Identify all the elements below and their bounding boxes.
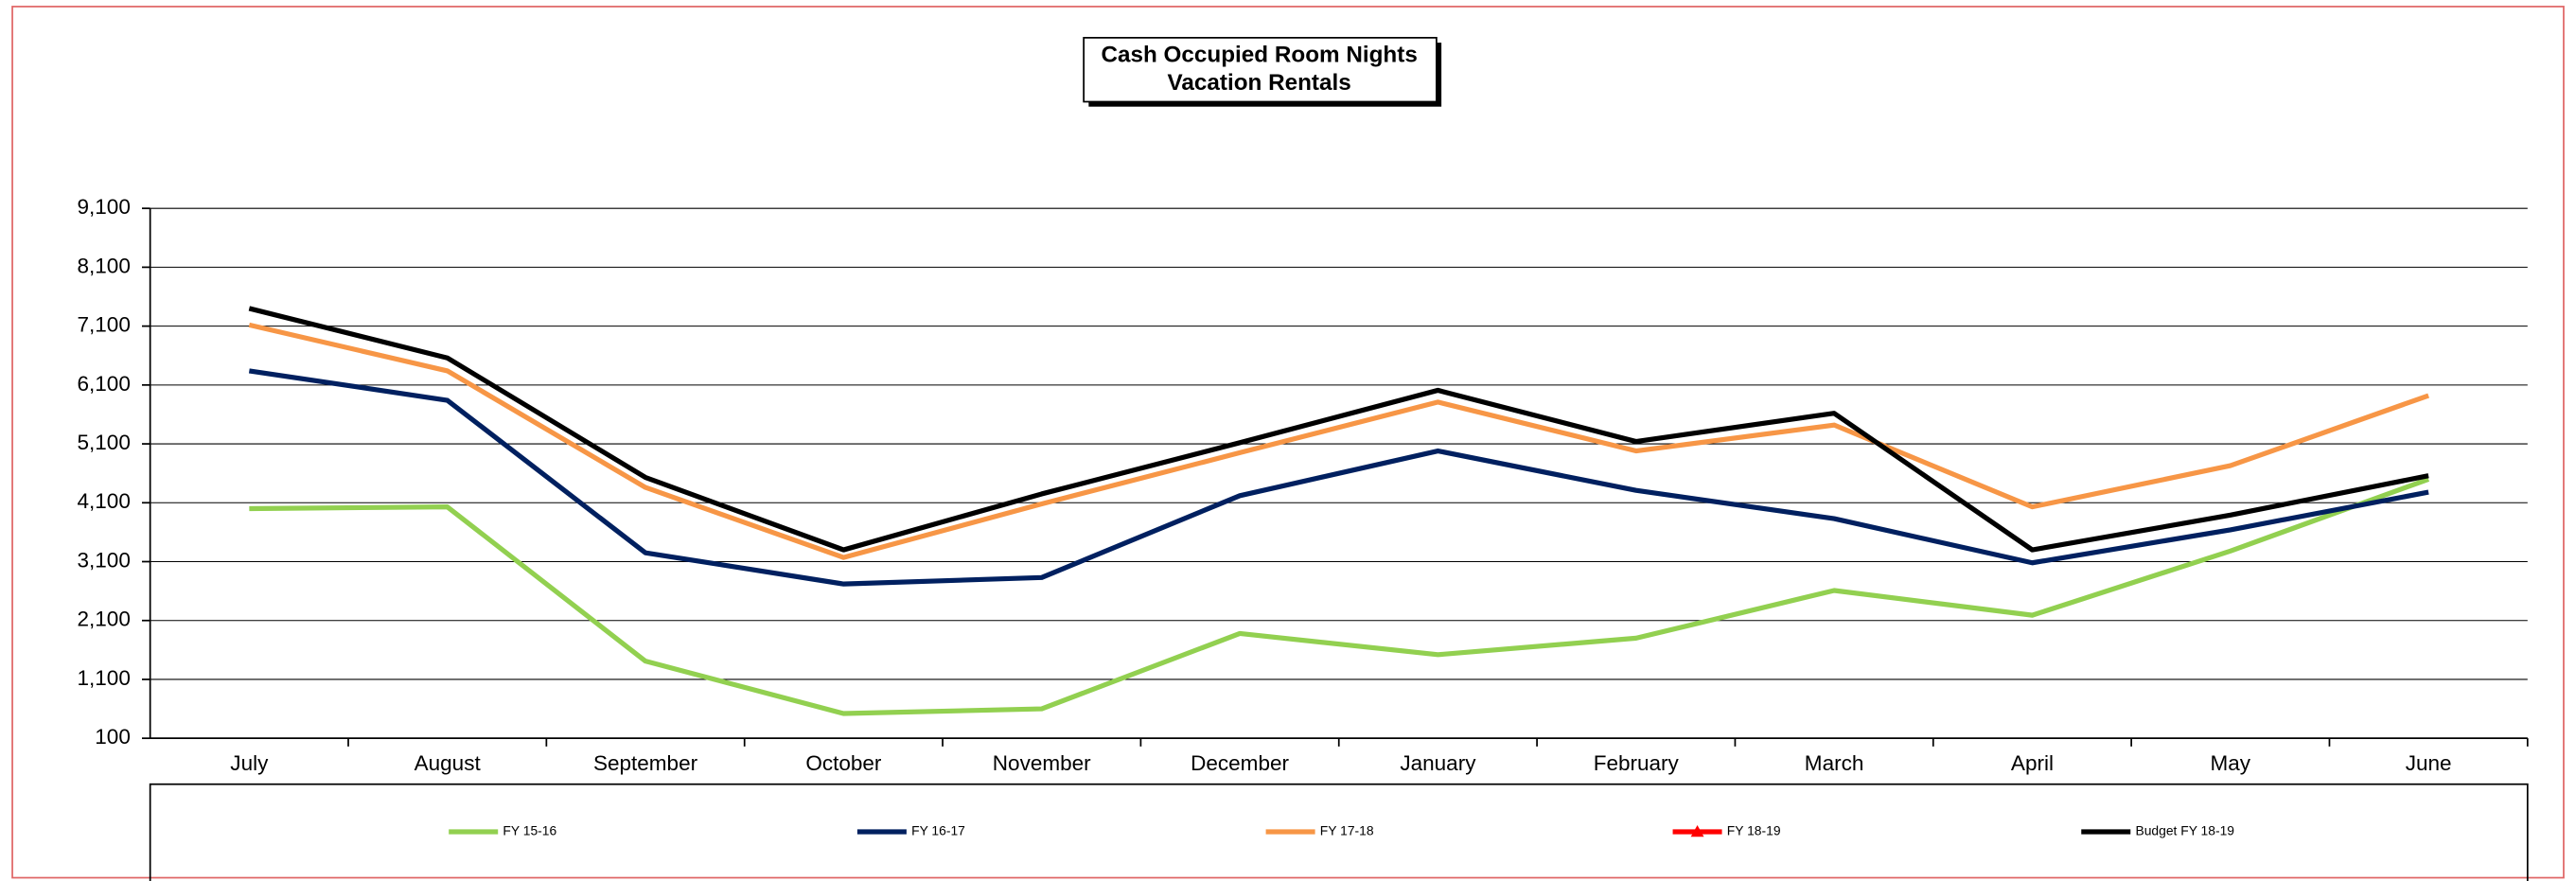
chart-border: [11, 6, 2565, 879]
y-tick-label: 9,100: [78, 195, 131, 219]
x-tick-label: July: [230, 751, 269, 775]
legend-label: Budget FY 18-19: [2135, 823, 2234, 838]
x-tick-label: December: [1191, 751, 1289, 775]
chart-title: Vacation Rentals: [1168, 70, 1351, 96]
y-tick-label: 7,100: [78, 313, 131, 337]
legend-box: [149, 783, 2529, 881]
x-tick-label: May: [2211, 751, 2251, 775]
chart-title: Cash Occupied Room Nights: [1101, 42, 1417, 67]
y-tick-label: 5,100: [78, 431, 131, 454]
series-line: [248, 306, 2429, 553]
series-line: [248, 368, 2429, 587]
x-tick-label: August: [415, 751, 482, 775]
y-tick-label: 8,100: [78, 254, 131, 277]
x-tick-label: November: [993, 751, 1091, 775]
legend-marker: [1690, 825, 1704, 837]
y-tick-label: 1,100: [78, 666, 131, 690]
series-line: [248, 322, 2430, 560]
y-tick-label: 6,100: [78, 372, 131, 396]
x-tick-label: June: [2406, 751, 2452, 775]
x-tick-label: September: [593, 751, 698, 775]
x-tick-label: October: [805, 751, 882, 775]
y-tick-label: 4,100: [78, 489, 131, 513]
x-tick-label: March: [1805, 751, 1864, 775]
y-tick-label: 2,100: [78, 608, 131, 631]
y-tick-label: 100: [95, 725, 131, 749]
legend-label: FY 18-19: [1727, 823, 1781, 838]
series-line: [249, 476, 2430, 716]
legend-label: FY 16-17: [911, 823, 965, 838]
title-box: [1083, 37, 1438, 103]
x-tick-label: April: [2011, 751, 2054, 775]
x-tick-label: February: [1594, 751, 1680, 775]
legend-label: FY 15-16: [503, 823, 556, 838]
x-tick-label: January: [1400, 751, 1476, 775]
legend-label: FY 17-18: [1320, 823, 1374, 838]
y-tick-label: 3,100: [78, 548, 131, 572]
